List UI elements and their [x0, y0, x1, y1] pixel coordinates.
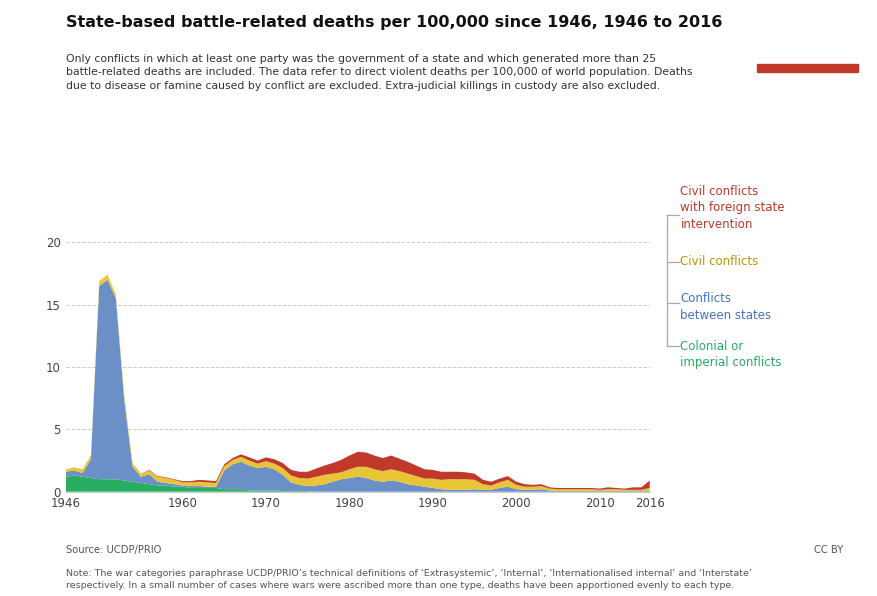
Text: Civil conflicts: Civil conflicts: [680, 255, 758, 268]
Text: Colonial or
imperial conflicts: Colonial or imperial conflicts: [680, 340, 781, 369]
Text: CC BY: CC BY: [813, 545, 842, 555]
Text: Our World
in Data: Our World in Data: [773, 22, 840, 51]
Text: Source: UCDP/PRIO: Source: UCDP/PRIO: [66, 545, 161, 555]
Text: Civil conflicts
with foreign state
intervention: Civil conflicts with foreign state inter…: [680, 185, 784, 231]
Text: State-based battle-related deaths per 100,000 since 1946, 1946 to 2016: State-based battle-related deaths per 10…: [66, 15, 722, 30]
Text: Only conflicts in which at least one party was the government of a state and whi: Only conflicts in which at least one par…: [66, 54, 692, 91]
Text: Conflicts
between states: Conflicts between states: [680, 292, 771, 321]
Bar: [756, 64, 857, 72]
Text: Note: The war categories paraphrase UCDP/PRIO’s technical definitions of ‘Extras: Note: The war categories paraphrase UCDP…: [66, 569, 751, 589]
